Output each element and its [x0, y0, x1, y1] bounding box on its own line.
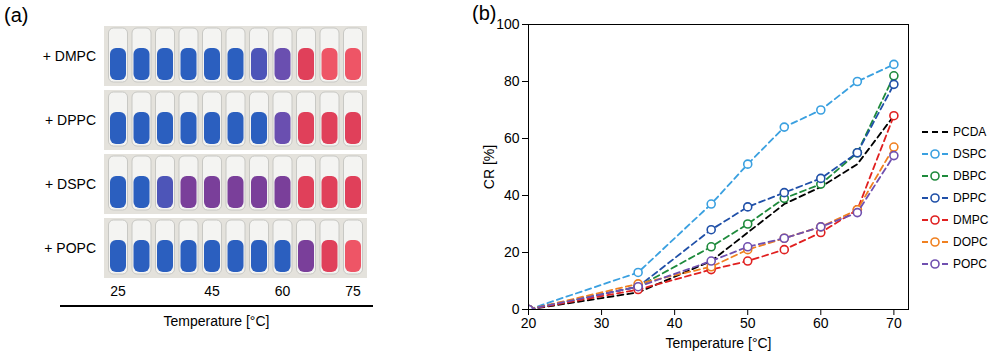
svg-text:(a): (a) [4, 4, 28, 26]
svg-text:DMPC: DMPC [953, 213, 989, 227]
svg-text:75: 75 [345, 283, 361, 299]
svg-text:40: 40 [504, 187, 520, 203]
svg-text:Temperature [°C]: Temperature [°C] [666, 335, 772, 351]
svg-text:60: 60 [504, 130, 520, 146]
svg-text:+ DMPC: + DMPC [43, 48, 96, 64]
svg-text:PCDA: PCDA [953, 125, 986, 139]
svg-text:45: 45 [204, 283, 220, 299]
svg-text:DSPC: DSPC [953, 147, 987, 161]
svg-text:70: 70 [886, 315, 902, 331]
svg-text:+ POPC: + POPC [44, 240, 96, 256]
svg-text:40: 40 [667, 315, 683, 331]
svg-text:30: 30 [594, 315, 610, 331]
svg-text:25: 25 [110, 283, 126, 299]
svg-text:+ DPPC: + DPPC [45, 112, 96, 128]
html-text:(b): (b) [472, 2, 497, 24]
svg-text:0: 0 [512, 301, 520, 317]
svg-text:60: 60 [813, 315, 829, 331]
svg-text:DOPC: DOPC [953, 235, 988, 249]
svg-text:20: 20 [521, 315, 537, 331]
svg-text:60: 60 [275, 283, 291, 299]
svg-text:Temperature [°C]: Temperature [°C] [164, 313, 270, 329]
svg-text:CR [%]: CR [%] [481, 145, 497, 189]
svg-text:20: 20 [504, 244, 520, 260]
svg-text:POPC: POPC [953, 257, 987, 271]
svg-text:DPPC: DPPC [953, 191, 987, 205]
svg-text:80: 80 [504, 73, 520, 89]
svg-text:100: 100 [496, 16, 520, 32]
svg-text:50: 50 [740, 315, 756, 331]
svg-text:+ DSPC: + DSPC [45, 176, 96, 192]
svg-text:DBPC: DBPC [953, 169, 987, 183]
